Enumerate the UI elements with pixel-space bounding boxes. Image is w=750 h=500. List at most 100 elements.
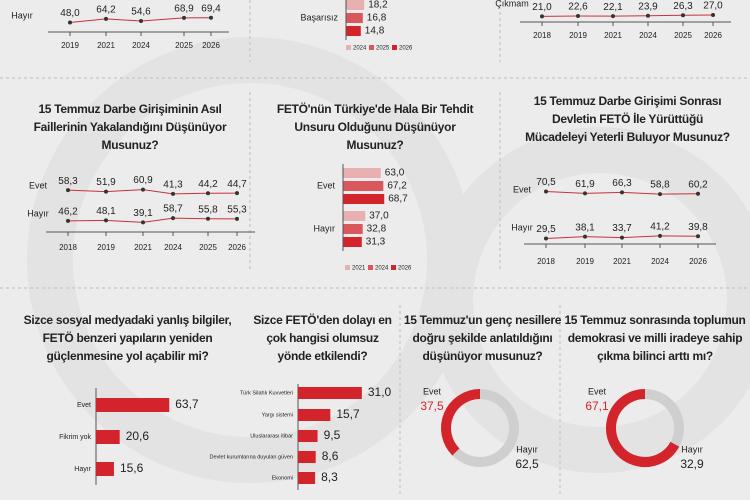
value-label: 69,4 xyxy=(201,3,221,14)
x-tick-label: 2026 xyxy=(202,41,220,50)
chart-title: 15 Temmuz Darbe Girişiminin Asıl Failler… xyxy=(33,102,227,152)
value-label: 38,1 xyxy=(575,222,595,233)
series-label: Hayır xyxy=(27,208,49,218)
value-label: 70,5 xyxy=(536,177,556,188)
series-label: Çıkmam xyxy=(495,0,529,8)
legend-swatch xyxy=(391,265,396,270)
legend-label: 2024 xyxy=(353,46,367,52)
value-label: 67,2 xyxy=(387,181,407,192)
chart-title: Sizce sosyal medyadaki yanlış bilgiler, … xyxy=(23,313,232,363)
category-label: Yargı sistemi xyxy=(262,412,293,418)
point xyxy=(611,14,615,19)
category-label: Evet xyxy=(588,386,607,396)
value-label: 8,3 xyxy=(321,470,338,484)
x-tick-label: 2025 xyxy=(674,31,692,40)
legend-label: 2026 xyxy=(399,46,413,52)
series-label: Evet xyxy=(513,184,532,194)
value-label: 9,5 xyxy=(324,428,341,442)
value-label: 64,2 xyxy=(96,5,116,16)
x-tick-label: 2019 xyxy=(61,41,79,50)
value-label: 27,0 xyxy=(703,1,723,12)
point xyxy=(540,14,544,19)
chart-title: 15 Temmuz sonrasında toplumun demokrasi … xyxy=(564,313,746,363)
x-tick-label: 2024 xyxy=(164,243,182,252)
value-label: 67,1 xyxy=(585,399,609,413)
point xyxy=(544,236,548,241)
x-tick-label: 2019 xyxy=(576,257,594,266)
value-label: 15,6 xyxy=(120,461,144,475)
bar xyxy=(96,430,120,444)
bar xyxy=(343,168,381,178)
point xyxy=(658,192,662,197)
point xyxy=(620,235,624,240)
value-label: 60,9 xyxy=(133,175,153,186)
series-line xyxy=(541,14,714,17)
value-label: 68,9 xyxy=(174,3,194,14)
value-label: 33,7 xyxy=(612,223,632,234)
bar xyxy=(343,194,385,204)
bar xyxy=(298,409,331,421)
value-label: 55,8 xyxy=(198,204,218,215)
x-tick-label: 2021 xyxy=(604,31,622,40)
point xyxy=(696,234,700,239)
bar xyxy=(298,451,316,463)
donut-slice xyxy=(452,389,519,467)
chart-title: 15 Temmuz'un genç nesillere doğru şekild… xyxy=(403,313,562,363)
category-label: Uluslararası itibar xyxy=(250,433,293,439)
value-label: 48,1 xyxy=(96,206,116,217)
series-line xyxy=(67,217,238,223)
value-label: 26,3 xyxy=(673,1,693,12)
value-label: 58,7 xyxy=(163,204,183,215)
value-label: 44,7 xyxy=(227,179,247,190)
bar xyxy=(343,224,363,234)
series-label: Hayır xyxy=(11,10,33,20)
x-tick-label: 2026 xyxy=(228,243,246,252)
value-label: 8,6 xyxy=(322,449,339,463)
point xyxy=(658,233,662,238)
legend-label: 2025 xyxy=(376,46,390,52)
value-label: 18,2 xyxy=(368,0,388,11)
value-label: 32,8 xyxy=(367,224,387,235)
bar xyxy=(346,26,361,36)
value-label: 46,2 xyxy=(58,206,78,217)
value-label: 39,1 xyxy=(133,208,153,219)
legend-swatch xyxy=(345,265,350,270)
value-label: 51,9 xyxy=(96,177,116,188)
series-label: Evet xyxy=(29,180,48,190)
x-tick-label: 2019 xyxy=(569,31,587,40)
value-label: 39,8 xyxy=(688,222,708,233)
category-label: Devlet kurumlarına duyulan güven xyxy=(210,454,293,460)
point xyxy=(583,191,587,196)
value-label: 32,9 xyxy=(680,457,704,471)
point xyxy=(104,189,108,194)
value-label: 68,7 xyxy=(388,194,408,205)
donut-slice xyxy=(606,389,680,467)
point xyxy=(171,191,175,196)
category-label: Hayır xyxy=(681,444,703,454)
x-tick-label: 2026 xyxy=(704,31,722,40)
value-label: 22,6 xyxy=(568,2,588,13)
point xyxy=(235,191,239,196)
point xyxy=(696,191,700,196)
bar xyxy=(343,181,384,191)
bar xyxy=(298,430,318,442)
category-label: Hayır xyxy=(74,466,91,473)
point xyxy=(68,20,72,25)
chart-title: Sizce FETÖ'den dolayı en çok hangisi olu… xyxy=(253,313,392,363)
value-label: 58,8 xyxy=(650,180,670,191)
value-label: 54,6 xyxy=(131,7,151,18)
category-label: Evet xyxy=(423,386,442,396)
value-label: 58,3 xyxy=(58,176,78,187)
point xyxy=(206,216,210,221)
bar xyxy=(96,462,114,476)
point xyxy=(583,234,587,239)
value-label: 21,0 xyxy=(532,2,552,13)
point xyxy=(141,187,145,192)
point xyxy=(620,190,624,195)
value-label: 61,9 xyxy=(575,179,595,190)
point xyxy=(544,189,548,194)
point xyxy=(681,13,685,18)
category-label: Evet xyxy=(317,180,336,190)
